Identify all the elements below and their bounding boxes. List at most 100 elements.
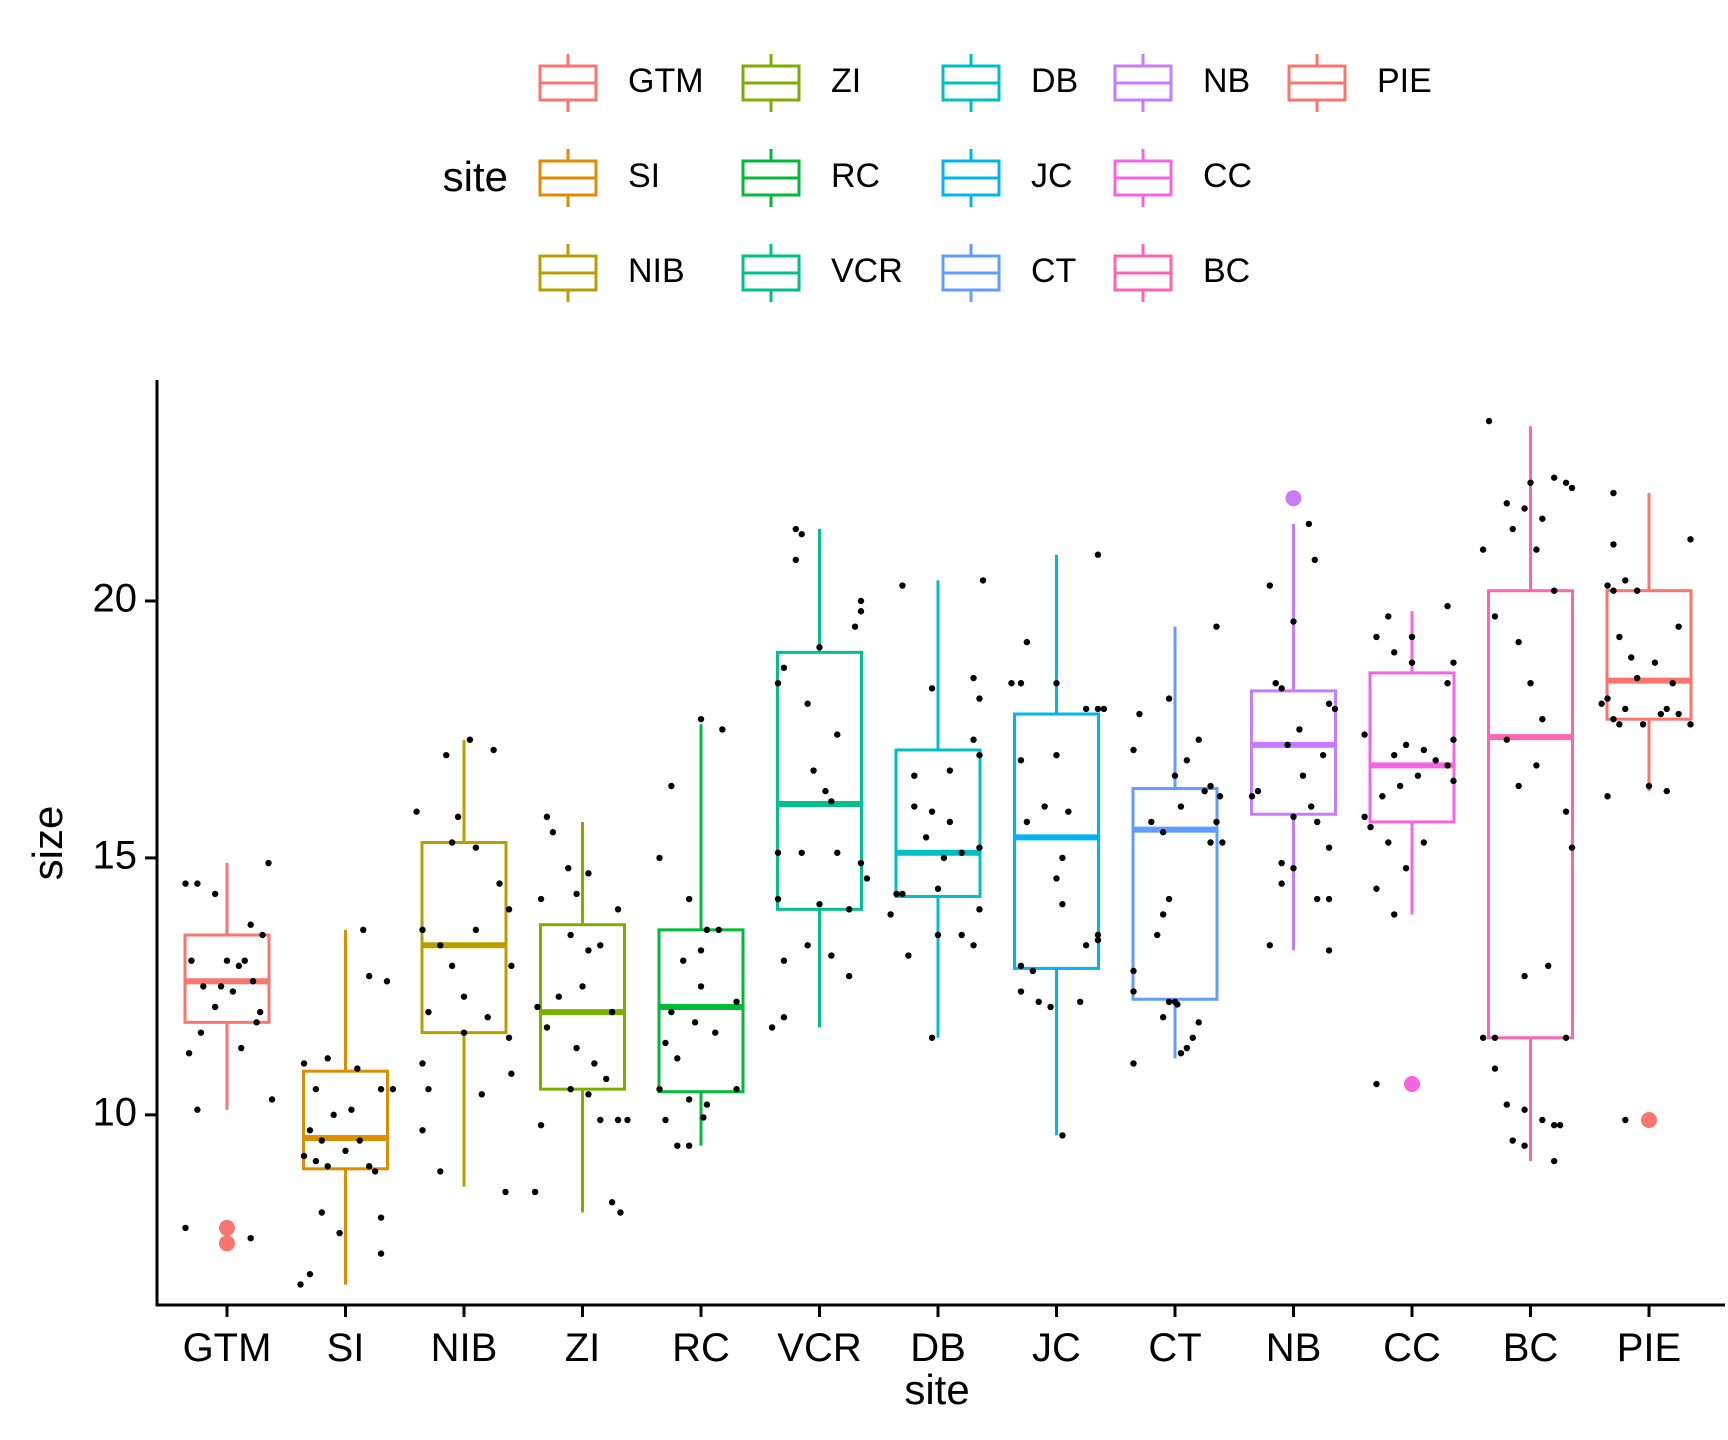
y-tick-label: 10 xyxy=(93,1090,138,1134)
data-point xyxy=(1491,1065,1499,1072)
data-point xyxy=(1675,623,1682,630)
data-point xyxy=(1373,633,1380,641)
data-point xyxy=(1509,525,1516,533)
data-point xyxy=(1189,1034,1196,1041)
data-point xyxy=(490,746,497,754)
data-point xyxy=(674,1055,681,1062)
data-point xyxy=(585,1091,592,1098)
data-point xyxy=(194,880,201,887)
data-point xyxy=(1622,577,1629,584)
data-point xyxy=(1663,705,1670,713)
data-point xyxy=(1533,762,1540,769)
data-point xyxy=(816,900,823,908)
data-point xyxy=(1568,844,1576,851)
data-point xyxy=(1373,1080,1380,1088)
data-point xyxy=(697,715,705,723)
data-point xyxy=(419,1127,426,1134)
legend-item-rc: RC xyxy=(741,149,880,207)
data-point xyxy=(1053,751,1060,759)
legend-item-si: SI xyxy=(538,149,660,207)
data-point xyxy=(1213,623,1220,630)
data-point xyxy=(1610,489,1617,497)
data-point xyxy=(1657,710,1665,718)
box-iqr xyxy=(539,923,626,1091)
y-axis: 10 15 20 xyxy=(93,380,159,1305)
data-point xyxy=(253,1019,260,1026)
data-point xyxy=(845,906,853,913)
data-point xyxy=(265,859,272,867)
data-point xyxy=(502,1188,509,1196)
data-point xyxy=(1402,864,1410,872)
legend-item-gtm: GTM xyxy=(538,54,704,112)
legend-label: PIE xyxy=(1377,62,1432,100)
x-tick-label: SI xyxy=(327,1326,365,1370)
data-point xyxy=(1373,885,1380,892)
data-point xyxy=(1450,659,1457,666)
data-point xyxy=(229,988,237,995)
data-point xyxy=(312,1157,320,1165)
data-point xyxy=(1491,1034,1499,1041)
data-point xyxy=(1008,679,1015,687)
data-point xyxy=(1325,700,1333,707)
box-cc xyxy=(1368,611,1456,1093)
data-point xyxy=(591,1060,598,1067)
x-tick-label: CC xyxy=(1383,1326,1441,1370)
data-point xyxy=(1314,895,1321,903)
data-point xyxy=(211,890,219,898)
data-point xyxy=(703,926,711,934)
data-point xyxy=(1207,839,1214,846)
data-point xyxy=(934,885,942,892)
data-point xyxy=(685,1096,693,1103)
box-nb xyxy=(1250,490,1337,951)
legend-label: BC xyxy=(1203,252,1250,290)
data-point xyxy=(1408,633,1416,641)
outlier-point xyxy=(1641,1112,1657,1128)
data-point xyxy=(1059,854,1066,862)
data-point xyxy=(624,1116,631,1124)
data-point xyxy=(360,926,367,934)
data-point xyxy=(697,983,705,990)
data-point xyxy=(585,870,592,877)
legend-item-cc: CC xyxy=(1113,149,1252,207)
x-tick-label: NIB xyxy=(431,1326,498,1370)
data-point xyxy=(1325,844,1333,851)
data-point xyxy=(318,1209,325,1216)
data-point xyxy=(419,926,426,934)
data-point xyxy=(460,1029,468,1036)
x-tick-label: GTM xyxy=(183,1326,272,1370)
data-point xyxy=(928,808,936,815)
data-point xyxy=(1183,1044,1191,1052)
data-point xyxy=(780,664,788,671)
data-point xyxy=(437,942,444,949)
data-point xyxy=(1254,787,1262,795)
data-point xyxy=(1479,546,1487,553)
data-point xyxy=(534,1003,541,1011)
data-point xyxy=(845,972,853,980)
data-point xyxy=(1361,813,1368,821)
data-point xyxy=(1527,679,1534,687)
box-nib xyxy=(420,739,508,1187)
data-point xyxy=(863,875,871,882)
data-point xyxy=(1059,1132,1066,1139)
data-point xyxy=(703,1101,711,1108)
data-point xyxy=(792,525,799,533)
data-point xyxy=(768,1024,776,1031)
data-point xyxy=(1598,700,1605,707)
data-point xyxy=(1183,757,1191,764)
data-point xyxy=(1290,813,1297,821)
x-tick-label: JC xyxy=(1032,1326,1081,1370)
data-point xyxy=(733,998,740,1006)
data-point xyxy=(249,978,257,985)
jitter-points xyxy=(182,417,1694,1288)
data-point xyxy=(958,931,965,939)
data-point xyxy=(1290,864,1297,872)
data-point xyxy=(1616,721,1623,728)
data-point xyxy=(1687,536,1694,543)
data-point xyxy=(1485,417,1493,425)
x-tick-label: RC xyxy=(672,1326,730,1370)
data-point xyxy=(1385,839,1392,846)
data-point xyxy=(256,1008,264,1016)
data-point xyxy=(356,1137,363,1144)
box-iqr xyxy=(302,1069,389,1171)
data-point xyxy=(1444,762,1451,769)
